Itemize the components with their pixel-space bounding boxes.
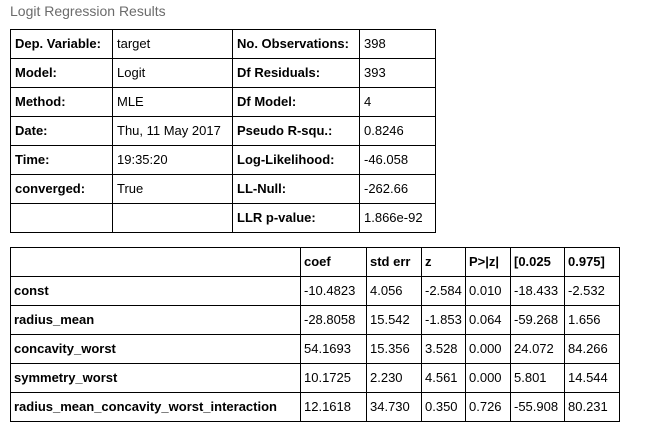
- coef-value: 15.542: [366, 305, 422, 335]
- summary-row: Dep. Variable: target No. Observations: 398: [10, 29, 436, 59]
- summary-row: Time: 19:35:20 Log-Likelihood: -46.058: [10, 145, 436, 175]
- coef-value: -2.532: [564, 276, 620, 306]
- coef-value: 1.656: [564, 305, 620, 335]
- summary-label: LLR p-value:: [232, 203, 360, 233]
- table-caption: Logit Regression Results: [10, 3, 166, 19]
- coef-column-header: std err: [366, 247, 422, 277]
- coef-value: 34.730: [366, 392, 422, 422]
- coef-variable-name: concavity_worst: [10, 334, 301, 364]
- summary-label: Model:: [10, 58, 113, 88]
- coef-row: radius_mean_concavity_worst_interaction 1…: [10, 392, 620, 422]
- coefficients-table: coef std err z P>|z| [0.025 0.975] const -10.4…: [10, 247, 620, 422]
- summary-label: Time:: [10, 145, 113, 175]
- summary-label: No. Observations:: [232, 29, 360, 59]
- coef-column-header: [10, 247, 301, 277]
- coef-variable-name: radius_mean_concavity_worst_interaction: [10, 392, 301, 422]
- coef-column-header: coef: [300, 247, 367, 277]
- coef-value: 10.1725: [300, 363, 367, 393]
- summary-value: True: [112, 174, 233, 204]
- coef-column-header: 0.975]: [564, 247, 620, 277]
- coef-column-header: [0.025: [510, 247, 565, 277]
- coef-row: const -10.4823 4.056 -2.584 0.010 -18.433 -2.5…: [10, 276, 620, 306]
- coefficients-body: const -10.4823 4.056 -2.584 0.010 -18.433 -2.5…: [10, 276, 620, 422]
- summary-label: converged:: [10, 174, 113, 204]
- coef-value: -1.853: [421, 305, 466, 335]
- coef-value: -18.433: [510, 276, 565, 306]
- summary-label: Method:: [10, 87, 113, 117]
- summary-label: LL-Null:: [232, 174, 360, 204]
- summary-value: [112, 203, 233, 233]
- coef-variable-name: const: [10, 276, 301, 306]
- coef-row: symmetry_worst 10.1725 2.230 4.561 0.000 5.80…: [10, 363, 620, 393]
- model-summary-body: Dep. Variable: target No. Observations: 398…: [10, 29, 436, 233]
- coef-value: 0.010: [465, 276, 511, 306]
- summary-label: [10, 203, 113, 233]
- coef-value: 3.528: [421, 334, 466, 364]
- summary-value: -262.66: [359, 174, 436, 204]
- summary-value: 4: [359, 87, 436, 117]
- summary-label: Df Residuals:: [232, 58, 360, 88]
- coef-value: 5.801: [510, 363, 565, 393]
- coef-value: 0.000: [465, 363, 511, 393]
- coef-value: -2.584: [421, 276, 466, 306]
- summary-label: Date:: [10, 116, 113, 146]
- coef-value: -28.8058: [300, 305, 367, 335]
- coef-value: 0.350: [421, 392, 466, 422]
- coef-variable-name: radius_mean: [10, 305, 301, 335]
- coef-value: 80.231: [564, 392, 620, 422]
- summary-value: 393: [359, 58, 436, 88]
- summary-row: Date: Thu, 11 May 2017 Pseudo R-squ.: 0.824…: [10, 116, 436, 146]
- coef-row: radius_mean -28.8058 15.542 -1.853 0.064 -59.…: [10, 305, 620, 335]
- coef-value: -55.908: [510, 392, 565, 422]
- coef-value: 84.266: [564, 334, 620, 364]
- coef-value: 24.072: [510, 334, 565, 364]
- summary-label: Df Model:: [232, 87, 360, 117]
- coef-value: 15.356: [366, 334, 422, 364]
- coef-value: 0.000: [465, 334, 511, 364]
- coefficients-header: coef std err z P>|z| [0.025 0.975]: [10, 247, 620, 277]
- summary-value: 398: [359, 29, 436, 59]
- summary-value: 0.8246: [359, 116, 436, 146]
- model-summary-table: Dep. Variable: target No. Observations: 398…: [10, 29, 436, 233]
- coef-value: -59.268: [510, 305, 565, 335]
- summary-value: 1.866e-92: [359, 203, 436, 233]
- coef-value: 2.230: [366, 363, 422, 393]
- coef-column-header: P>|z|: [465, 247, 511, 277]
- coef-value: -10.4823: [300, 276, 367, 306]
- coef-row: concavity_worst 54.1693 15.356 3.528 0.000 24…: [10, 334, 620, 364]
- coef-value: 4.056: [366, 276, 422, 306]
- coef-variable-name: symmetry_worst: [10, 363, 301, 393]
- coef-value: 14.544: [564, 363, 620, 393]
- coef-value: 54.1693: [300, 334, 367, 364]
- coef-value: 0.064: [465, 305, 511, 335]
- summary-row: Model: Logit Df Residuals: 393: [10, 58, 436, 88]
- coef-value: 4.561: [421, 363, 466, 393]
- coef-column-header: z: [421, 247, 466, 277]
- summary-value: 19:35:20: [112, 145, 233, 175]
- summary-value: target: [112, 29, 233, 59]
- summary-value: Thu, 11 May 2017: [112, 116, 233, 146]
- summary-label: Pseudo R-squ.:: [232, 116, 360, 146]
- coefficients-header-row: coef std err z P>|z| [0.025 0.975]: [10, 247, 620, 277]
- summary-row: converged: True LL-Null: -262.66: [10, 174, 436, 204]
- coef-value: 0.726: [465, 392, 511, 422]
- summary-label: Log-Likelihood:: [232, 145, 360, 175]
- summary-label: Dep. Variable:: [10, 29, 113, 59]
- summary-value: Logit: [112, 58, 233, 88]
- summary-value: -46.058: [359, 145, 436, 175]
- coef-value: 12.1618: [300, 392, 367, 422]
- summary-value: MLE: [112, 87, 233, 117]
- summary-row: LLR p-value: 1.866e-92: [10, 203, 436, 233]
- summary-row: Method: MLE Df Model: 4: [10, 87, 436, 117]
